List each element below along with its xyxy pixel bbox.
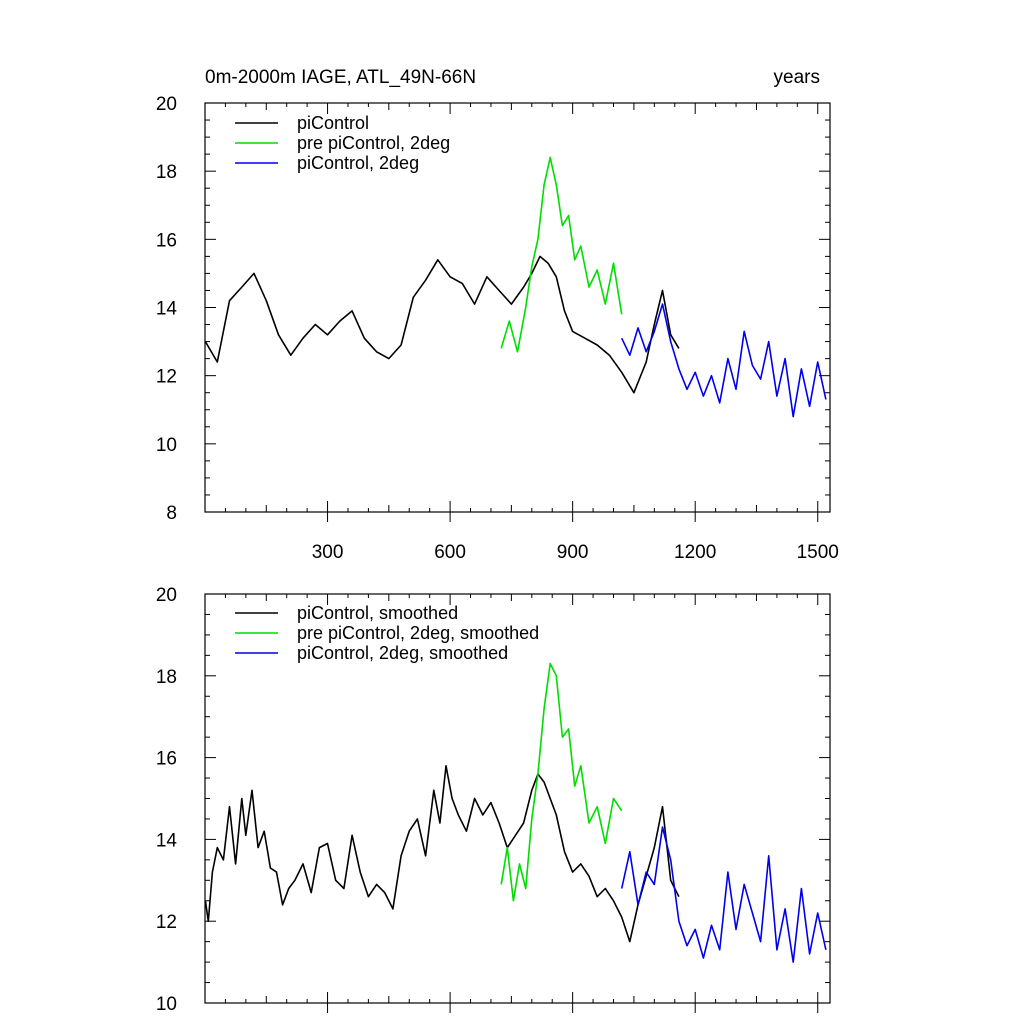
y-tick-label: 16 [156, 230, 177, 251]
legend-label-2: pre piControl, 2deg [297, 133, 450, 153]
y-tick-label: 12 [156, 367, 177, 388]
x-tick-label: 300 [312, 542, 344, 563]
y-tick-label: 10 [156, 435, 177, 456]
y-tick-label: 14 [156, 299, 178, 320]
x-tick-label: 1200 [674, 542, 716, 563]
x-tick-label: 1500 [797, 542, 839, 563]
series-line-3 [620, 826, 827, 963]
y-tick-label: 14 [156, 830, 178, 851]
x-tick-label: 900 [557, 542, 589, 563]
legend-label-1: piControl, smoothed [297, 603, 458, 623]
y-tick-label: 10 [156, 994, 177, 1015]
y-tick-label: 18 [156, 162, 177, 183]
y-tick-label: 18 [156, 667, 177, 688]
y-tick-label: 20 [156, 94, 177, 115]
legend-label-1: piControl [297, 113, 369, 133]
series-line-1 [204, 255, 680, 394]
y-tick-label: 12 [156, 912, 177, 933]
legend-label-3: piControl, 2deg [297, 153, 419, 173]
y-tick-label: 8 [166, 503, 177, 524]
series-line-2 [500, 156, 623, 353]
y-tick-label: 16 [156, 749, 177, 770]
chart-title-left: 0m-2000m IAGE, ATL_49N-66N [205, 67, 476, 88]
series-line-3 [620, 303, 827, 418]
y-tick-label: 20 [156, 585, 177, 606]
x-tick-label: 600 [434, 542, 466, 563]
series-line-2 [500, 662, 623, 902]
legend-label-2: pre piControl, 2deg, smoothed [297, 623, 539, 643]
legend-label-3: piControl, 2deg, smoothed [297, 643, 508, 663]
series-line-1 [204, 765, 680, 943]
chart-title-right: years [774, 67, 820, 88]
